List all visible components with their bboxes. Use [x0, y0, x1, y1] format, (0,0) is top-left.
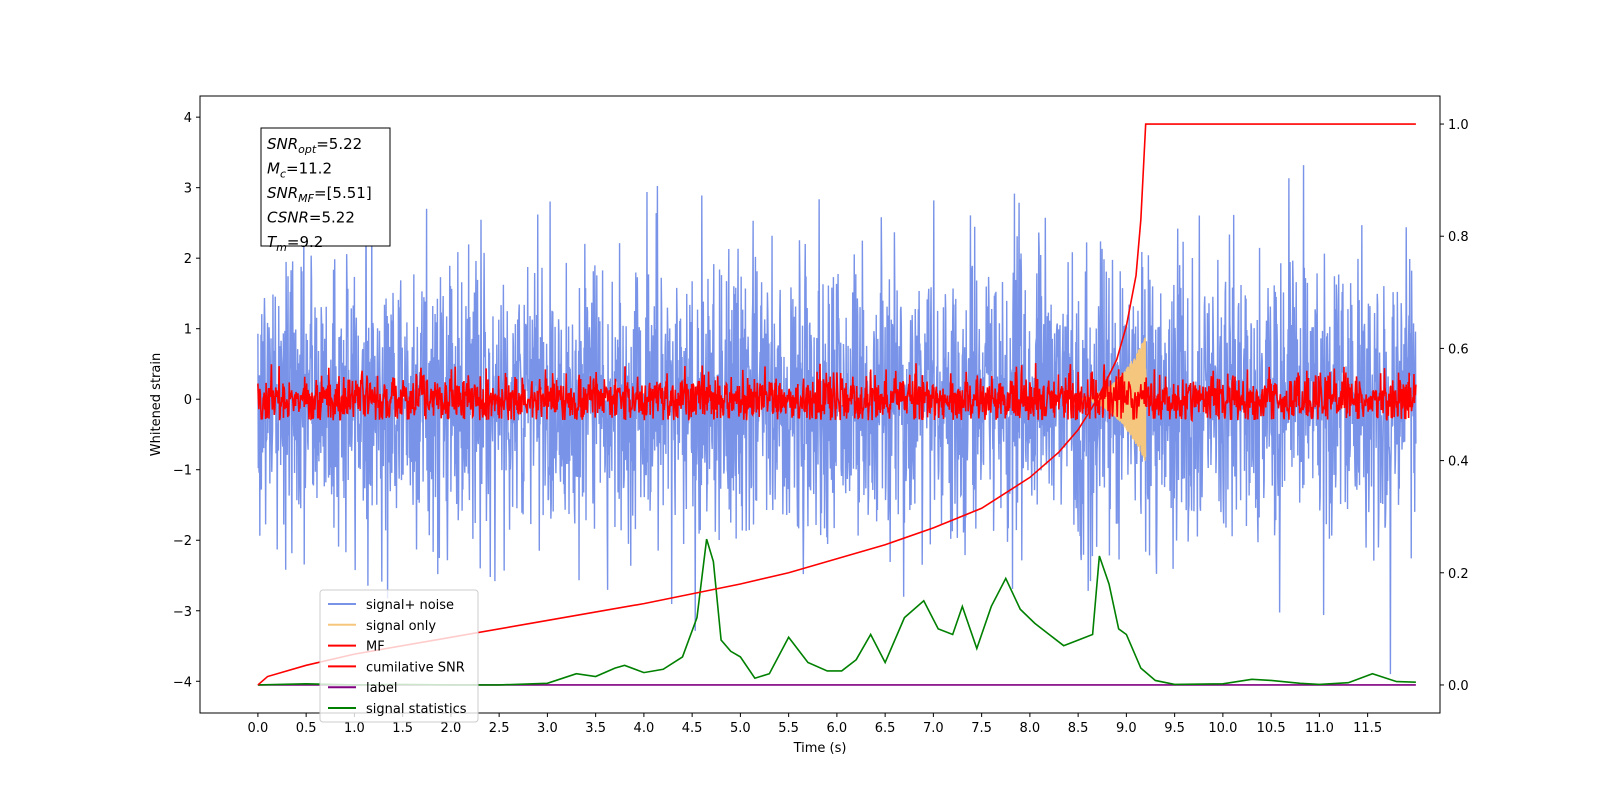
annotation-line: Mc=11.2	[267, 160, 332, 181]
annotation-line: SNRopt=5.22	[267, 135, 362, 156]
y-axis-label: Whitened strain	[149, 353, 164, 456]
x-tick-label: 5.5	[778, 721, 799, 736]
y2-tick-label: 0.0	[1448, 679, 1469, 694]
y-tick-label: −1	[173, 464, 192, 479]
x-tick-label: 3.5	[585, 721, 606, 736]
x-tick-label: 6.0	[827, 721, 848, 736]
plot-frame	[199, 95, 1441, 714]
x-tick-label: 4.0	[634, 721, 655, 736]
y-tick-label: 1	[184, 323, 192, 338]
x-tick-label: 9.0	[1116, 721, 1137, 736]
x-tick-label: 8.0	[1020, 721, 1041, 736]
legend-label: signal statistics	[366, 702, 467, 717]
x-tick-label: 11.0	[1305, 721, 1334, 736]
x-tick-label: 1.5	[392, 721, 413, 736]
x-tick-label: 7.0	[923, 721, 944, 736]
series-signal-noise-line	[257, 165, 1417, 675]
x-tick-label: 10.0	[1208, 721, 1237, 736]
x-tick-label: 6.5	[875, 721, 896, 736]
y-tick-label: −3	[173, 605, 192, 620]
y2-tick-label: 1.0	[1448, 118, 1469, 133]
x-tick-label: 4.5	[682, 721, 703, 736]
axes: 0.0 0.5 1.0 1.5 2.0 2.5 3.0 3.5 4.0 4.5 5.0 5.5 6.0 6…	[173, 111, 1469, 736]
series-signal-statistics-line	[257, 538, 1416, 686]
x-tick-label: 11.5	[1353, 721, 1382, 736]
y2-tick-label: 0.8	[1448, 230, 1469, 245]
y-tick-label: 0	[184, 393, 192, 408]
annotation-frame	[260, 127, 391, 247]
annotation-line: Tm=9.2	[267, 233, 323, 254]
legend-label: signal only	[366, 619, 436, 634]
legend-frame	[319, 589, 479, 723]
x-tick-label: 8.5	[1068, 721, 1089, 736]
x-tick-label: 2.0	[441, 721, 462, 736]
x-tick-label: 9.5	[1164, 721, 1185, 736]
legend: signal+ noise signal only MF cumilative SNR…	[319, 589, 479, 723]
legend-label: MF	[366, 640, 385, 655]
series-mf-line	[257, 363, 1417, 423]
y2-tick-label: 0.4	[1448, 455, 1469, 470]
x-tick-label: 0.0	[248, 721, 269, 736]
annotation-line: SNRMF=[5.51]	[267, 184, 372, 205]
y-tick-label: 3	[184, 182, 192, 197]
x-tick-label: 5.0	[730, 721, 751, 736]
y-tick-label: 4	[184, 111, 192, 126]
legend-label: label	[366, 681, 397, 696]
x-tick-label: 10.5	[1257, 721, 1286, 736]
legend-label: signal+ noise	[366, 598, 454, 613]
x-tick-label: 3.0	[537, 721, 558, 736]
x-tick-label: 1.0	[344, 721, 365, 736]
y-tick-label: 2	[184, 252, 192, 267]
y2-tick-label: 0.6	[1448, 342, 1469, 357]
y-tick-label: −2	[173, 534, 192, 549]
annotation-box: SNRopt=5.22 Mc=11.2 SNRMF=[5.51] CSNR=5.22 T…	[260, 127, 391, 254]
x-tick-label: 0.5	[296, 721, 317, 736]
y2-tick-label: 0.2	[1448, 567, 1469, 582]
y-tick-label: −4	[173, 675, 192, 690]
x-axis-label: Time (s)	[793, 741, 847, 756]
x-tick-label: 2.5	[489, 721, 510, 736]
x-tick-label: 7.5	[971, 721, 992, 736]
legend-label: cumilative SNR	[366, 660, 465, 675]
annotation-line: CSNR=5.22	[267, 209, 355, 227]
